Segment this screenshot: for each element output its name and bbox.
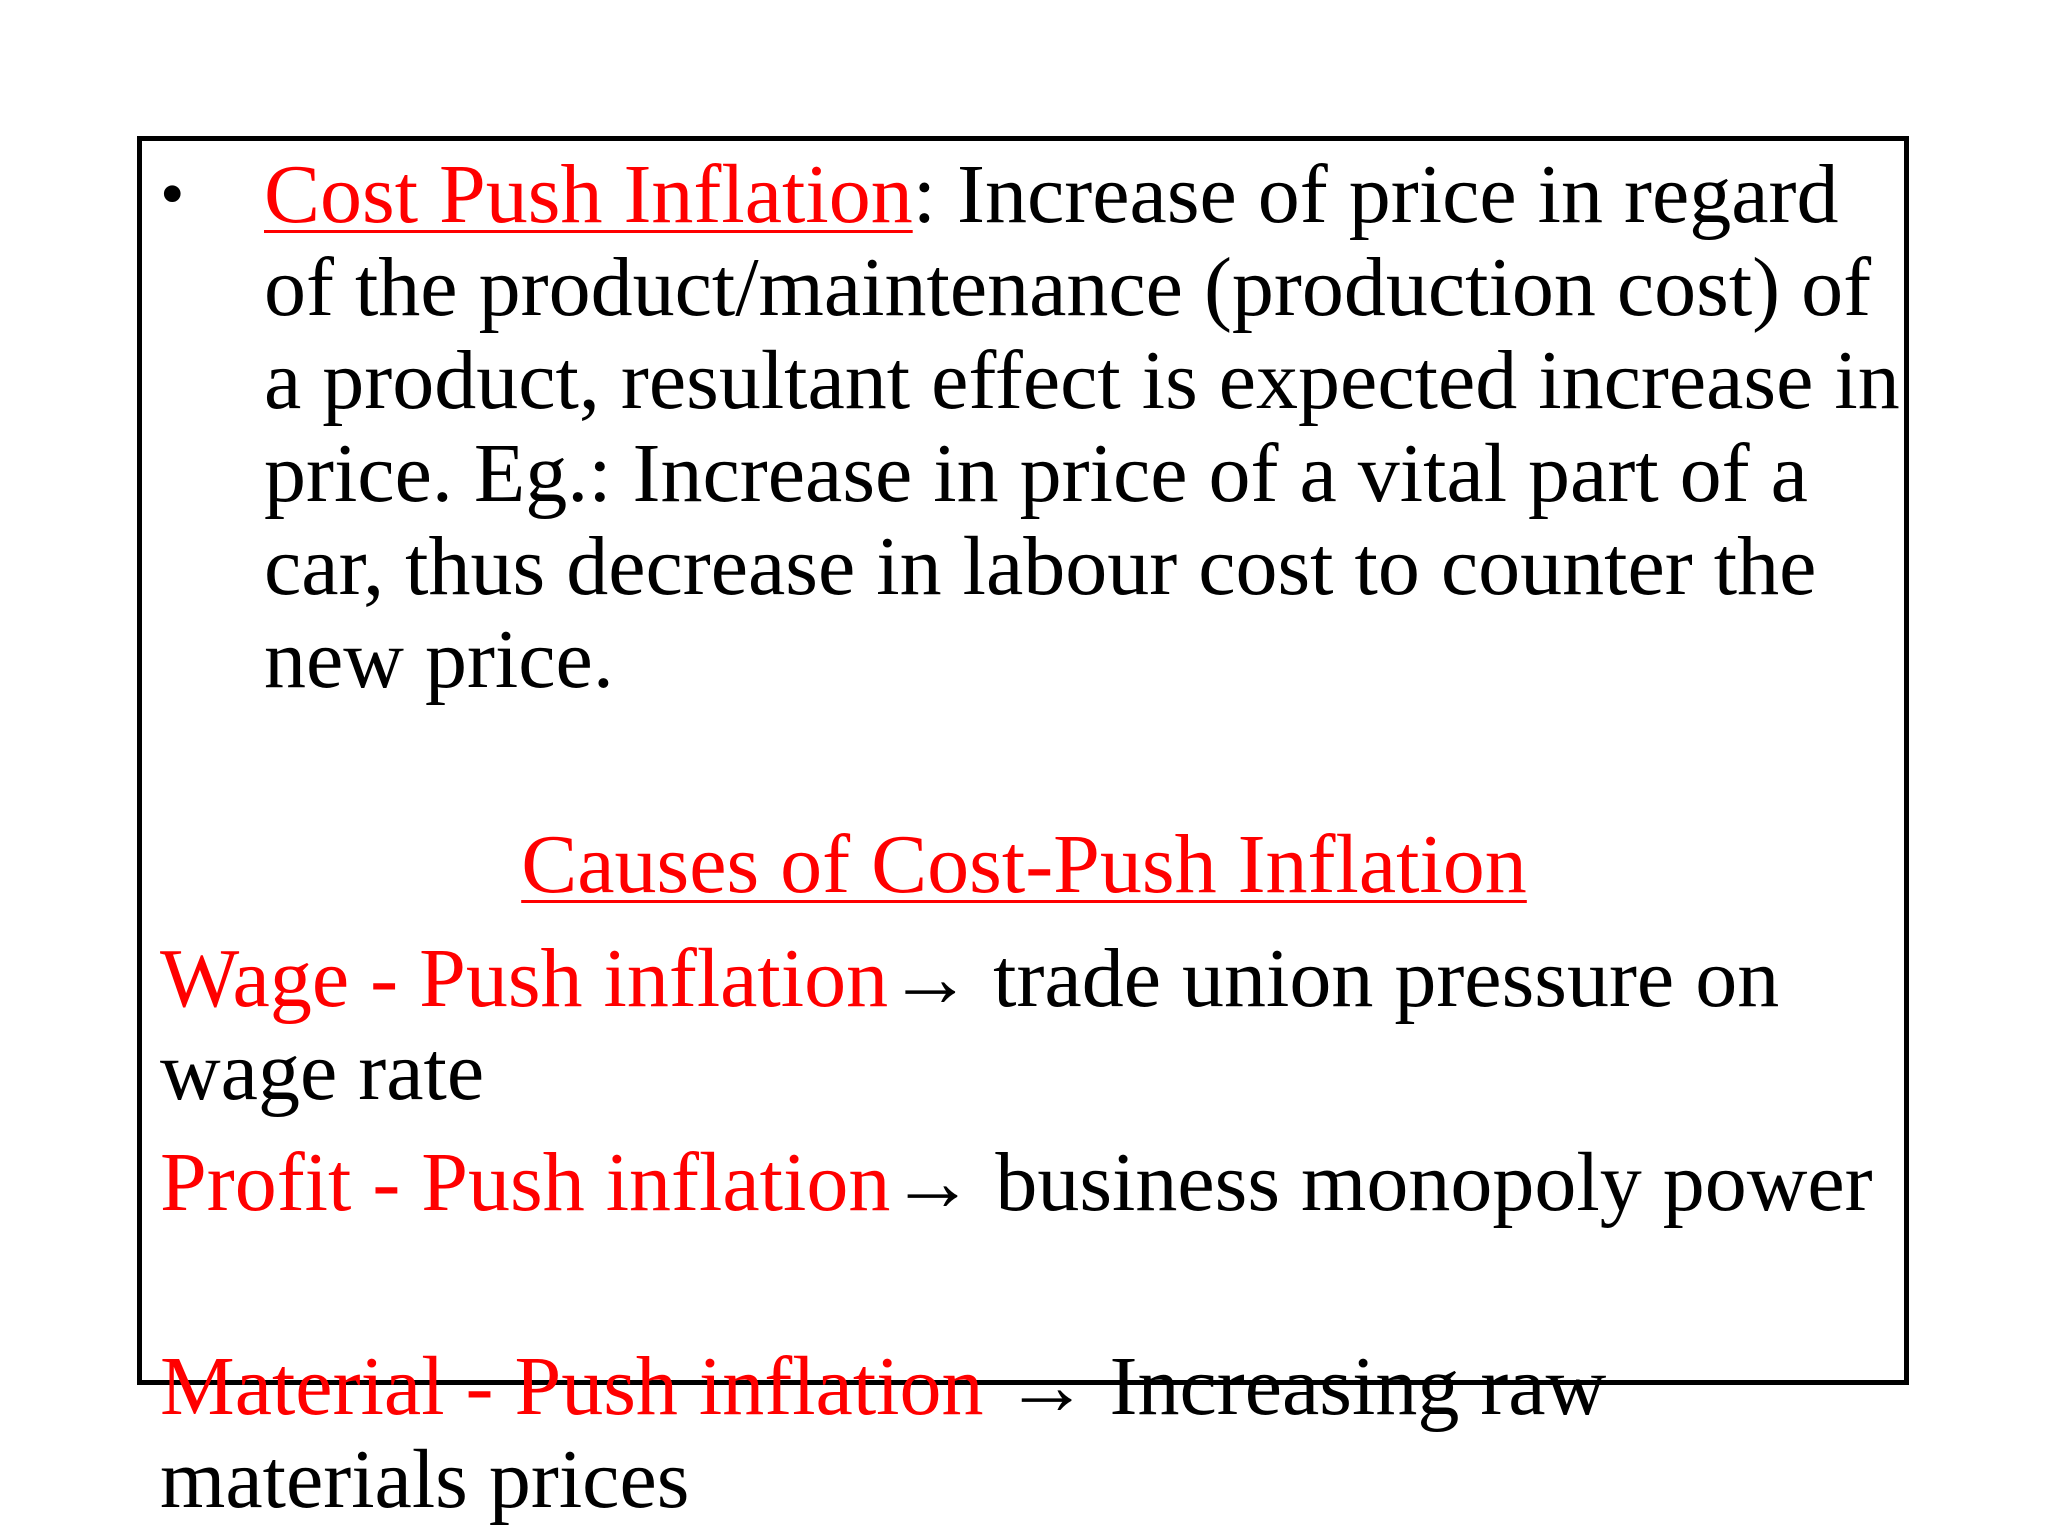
causes-heading: Causes of Cost-Push Inflation: [0, 818, 2048, 911]
cause-type: Wage - Push inflation: [160, 932, 889, 1025]
definition-body: : Increase of price in regard of the pro…: [264, 148, 1900, 706]
cause-description: trade union pressure on wage rate: [160, 932, 1780, 1118]
term-cost-push-inflation: Cost Push Inflation: [264, 148, 913, 241]
causes-heading-text: Causes of Cost-Push Inflation: [521, 818, 1527, 911]
cause-type: Profit - Push inflation: [160, 1136, 891, 1229]
cause-item-material-push: Material - Push inflation → Increasing r…: [160, 1340, 1920, 1526]
content-frame: [137, 136, 1909, 1385]
cause-item-profit-push: Profit - Push inflation→ business monopo…: [160, 1136, 1920, 1229]
definition-text: Cost Push Inflation: Increase of price i…: [264, 148, 1900, 706]
bullet-icon: •: [160, 156, 185, 233]
arrow-icon: →: [888, 932, 973, 1025]
arrow-icon: →: [890, 1136, 975, 1229]
cause-description: business monopoly power: [974, 1136, 1873, 1229]
arrow-icon: →: [983, 1340, 1089, 1433]
cause-description: Increasing raw materials prices: [160, 1340, 1607, 1526]
cause-type: Material - Push inflation: [160, 1340, 984, 1433]
cause-item-wage-push: Wage - Push inflation→ trade union press…: [160, 932, 1920, 1118]
definition-bullet: • Cost Push Inflation: Increase of price…: [160, 148, 1900, 706]
